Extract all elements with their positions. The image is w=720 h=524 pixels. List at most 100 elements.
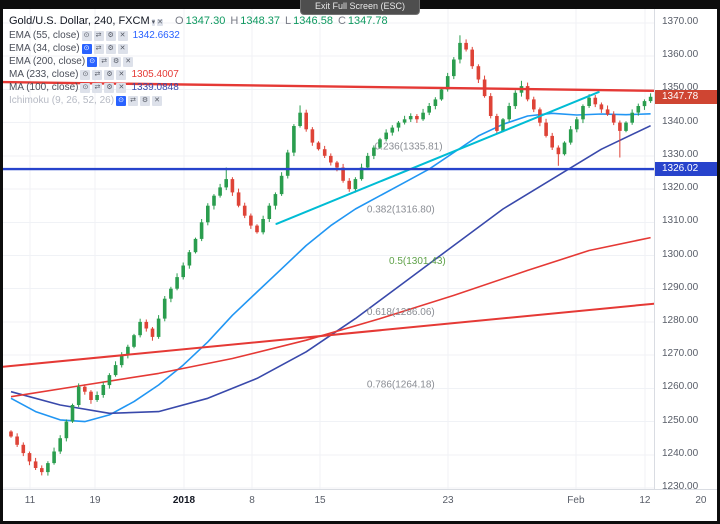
candle-body <box>58 438 62 452</box>
candle-body <box>335 162 339 168</box>
swap-icon[interactable]: ⇄ <box>99 56 110 67</box>
time-tick-label: 8 <box>249 495 255 506</box>
candle-body <box>433 99 438 106</box>
candle-body <box>421 112 425 120</box>
candle-body <box>507 106 511 120</box>
swap-icon[interactable]: ⇄ <box>93 43 104 54</box>
candle-body <box>532 99 536 110</box>
swap-icon[interactable]: ⇄ <box>93 30 104 41</box>
close-icon[interactable]: ✕ <box>157 18 163 26</box>
fib-level-label: 0.786(1264.18) <box>367 380 435 391</box>
ohlc-value: 1348.37 <box>240 15 281 27</box>
symbol-actions: ▾ ✕ <box>150 15 163 28</box>
indicator-label[interactable]: EMA (200, close) <box>9 56 86 67</box>
gridlines <box>3 9 654 489</box>
indicator-label[interactable]: EMA (55, close) <box>9 30 80 41</box>
candle-body <box>310 129 315 143</box>
swap-icon[interactable]: ⇄ <box>128 95 139 106</box>
candle-body <box>501 119 505 131</box>
gear-icon[interactable]: ⚙ <box>105 43 116 54</box>
candle-body <box>630 112 634 123</box>
price-tick-label: 1360.00 <box>662 49 699 61</box>
candle-body <box>605 109 610 115</box>
eye-icon[interactable]: ⊙ <box>80 69 91 80</box>
candle-body <box>89 391 93 400</box>
fib-level-label: 0.382(1316.80) <box>367 205 435 216</box>
symbol-title[interactable]: Gold/U.S. Dollar, 240, FXCM <box>9 15 150 27</box>
indicator-value: 1339.0848 <box>131 82 179 93</box>
candle-body <box>464 42 468 50</box>
candle-body <box>9 431 13 437</box>
candle-body <box>113 365 118 376</box>
time-tick-label: 20 <box>695 495 707 506</box>
long-term-support-trendline[interactable] <box>3 302 654 368</box>
price-tick-label: 1310.00 <box>662 215 699 227</box>
candle-body <box>402 119 407 123</box>
indicator-label[interactable]: Ichimoku (9, 26, 52, 26) <box>9 95 115 106</box>
candle-body <box>83 386 87 392</box>
candle-body <box>70 405 75 422</box>
chevron-down-icon[interactable]: ▾ <box>151 18 156 26</box>
time-axis[interactable]: 11 19 2018 8 15 23 Feb 12 20 <box>3 489 717 521</box>
candle-body <box>599 104 604 110</box>
gear-icon[interactable]: ⚙ <box>140 95 151 106</box>
close-icon[interactable]: ✕ <box>116 82 127 93</box>
time-tick-label: 2018 <box>172 495 196 506</box>
gear-icon[interactable]: ⚙ <box>105 30 116 41</box>
eye-icon[interactable]: ⊙ <box>80 82 91 93</box>
candle-body <box>445 76 450 90</box>
ma-233-line <box>10 236 651 398</box>
candle-body <box>372 147 376 156</box>
price-badge: 1326.02 <box>655 162 717 177</box>
gear-icon[interactable]: ⚙ <box>104 69 115 80</box>
exit-fullscreen-tooltip: Exit Full Screen (ESC) <box>299 0 421 15</box>
indicator-row: Ichimoku (9, 26, 52, 26) ⊙ ⇄ ⚙ ✕ <box>9 94 388 107</box>
candle-body <box>298 112 302 126</box>
candle-body <box>15 436 19 445</box>
candle-body <box>550 135 554 148</box>
price-tick-label: 1250.00 <box>662 414 699 426</box>
eye-icon[interactable]: ⊙ <box>81 30 92 41</box>
candle-body <box>488 96 493 116</box>
close-icon[interactable]: ✕ <box>123 56 134 67</box>
indicator-row: EMA (200, close) ⊙ ⇄ ⚙ ✕ <box>9 55 388 68</box>
chart-canvas[interactable]: 0.236(1335.81) 0.382(1316.80) 0.5(1301.43)… <box>3 9 654 489</box>
candle-body <box>636 106 641 113</box>
candle-body <box>27 453 32 462</box>
candle-body <box>64 421 69 439</box>
eye-icon[interactable]: ⊙ <box>87 56 98 67</box>
candle-body <box>384 132 388 140</box>
chart-area[interactable]: 0.236(1335.81) 0.382(1316.80) 0.5(1301.43)… <box>3 9 654 489</box>
indicator-label[interactable]: EMA (34, close) <box>9 43 80 54</box>
indicator-label[interactable]: MA (233, close) <box>9 69 79 80</box>
indicator-row: MA (100, close) ⊙ ⇄ ⚙ ✕ 1339.0848 <box>9 81 388 94</box>
candle-body <box>144 321 149 329</box>
time-tick-label: 12 <box>639 495 651 506</box>
candle-body <box>544 122 548 136</box>
indicator-value: 1305.4007 <box>131 69 179 80</box>
eye-icon[interactable]: ⊙ <box>116 95 127 106</box>
candle-body <box>132 335 136 347</box>
candle-body <box>347 180 351 190</box>
gear-icon[interactable]: ⚙ <box>104 82 115 93</box>
gear-icon[interactable]: ⚙ <box>111 56 122 67</box>
ohlc-values: O 1347.30 H 1348.37 L 1346.58 C 1347.78 <box>170 15 388 27</box>
ohlc-key: C <box>337 15 346 27</box>
candle-body <box>427 106 431 113</box>
price-axis[interactable]: 1370.00 1360.00 1350.00 1340.00 1330.00 1320.… <box>654 9 717 489</box>
swap-icon[interactable]: ⇄ <box>92 69 103 80</box>
candle-body <box>396 122 401 128</box>
candle-body <box>452 59 456 77</box>
time-tick-label: 19 <box>89 495 101 506</box>
close-icon[interactable]: ✕ <box>152 95 163 106</box>
candle-body <box>568 129 573 143</box>
close-icon[interactable]: ✕ <box>117 30 128 41</box>
time-tick-label: Feb <box>567 495 585 506</box>
close-icon[interactable]: ✕ <box>116 69 127 80</box>
ascending-trendline[interactable] <box>275 91 600 225</box>
swap-icon[interactable]: ⇄ <box>92 82 103 93</box>
close-icon[interactable]: ✕ <box>117 43 128 54</box>
candle-body <box>187 252 192 266</box>
indicator-label[interactable]: MA (100, close) <box>9 82 79 93</box>
eye-icon[interactable]: ⊙ <box>81 43 92 54</box>
